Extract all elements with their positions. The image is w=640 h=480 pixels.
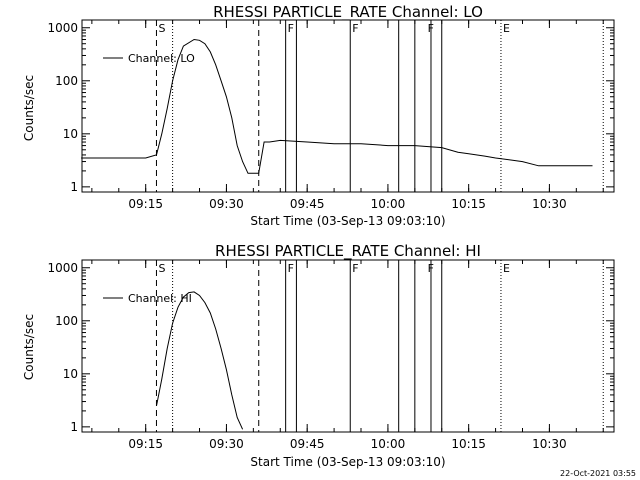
flag-marker-f: F: [428, 262, 434, 275]
legend-label: Channel: HI: [128, 292, 192, 305]
y-tick-label: 1: [70, 420, 78, 434]
chart-hi-channel: RHESSI PARTICLE_RATE Channel: HI Counts/…: [22, 242, 615, 469]
x-tick-label: 10:15: [451, 197, 486, 211]
y-tick-label: 1000: [47, 21, 78, 35]
y-axis-label: Counts/sec: [22, 75, 36, 141]
x-tick-label: 10:00: [371, 197, 406, 211]
x-tick-label: 10:15: [451, 437, 486, 451]
x-tick-label: 09:15: [128, 437, 163, 451]
plot-frame: [81, 19, 615, 193]
legend: Channel: LO: [103, 52, 195, 65]
legend: Channel: HI: [103, 292, 192, 305]
chart-lo-channel: RHESSI PARTICLE_RATE Channel: LO Counts/…: [22, 3, 615, 228]
series-line: [156, 291, 244, 430]
x-axis-label: Start Time (03-Sep-13 09:03:10): [250, 214, 445, 228]
y-tick-label: 100: [55, 74, 78, 88]
timestamp: 22-Oct-2021 03:55: [560, 469, 636, 478]
flag-marker-f: F: [428, 22, 434, 35]
x-tick-label: 10:00: [371, 437, 406, 451]
x-tick-label: 09:15: [128, 197, 163, 211]
x-tick-label: 09:45: [290, 437, 325, 451]
x-tick-label: 10:30: [532, 197, 567, 211]
x-tick-label: 09:30: [209, 437, 244, 451]
x-axis-label: Start Time (03-Sep-13 09:03:10): [250, 455, 445, 469]
flag-marker-f: F: [352, 262, 358, 275]
flag-marker-f: F: [288, 262, 294, 275]
x-tick-label: 09:30: [209, 197, 244, 211]
y-axis-label: Counts/sec: [22, 314, 36, 380]
flag-marker-f: F: [352, 22, 358, 35]
y-tick-label: 10: [63, 127, 78, 141]
chart-title: RHESSI PARTICLE_RATE Channel: HI: [215, 242, 481, 261]
flag-marker-e: E: [503, 262, 510, 275]
legend-label: Channel: LO: [128, 52, 195, 65]
y-tick-label: 1000: [47, 261, 78, 275]
flag-marker-f: F: [288, 22, 294, 35]
plot-frame: [81, 259, 615, 433]
flag-marker-e: E: [503, 22, 510, 35]
chart-title: RHESSI PARTICLE_RATE Channel: LO: [213, 3, 483, 22]
x-tick-label: 09:45: [290, 197, 325, 211]
flag-marker-s: S: [158, 262, 165, 275]
y-tick-label: 1: [70, 180, 78, 194]
x-tick-label: 10:30: [532, 437, 567, 451]
y-tick-label: 100: [55, 314, 78, 328]
flag-marker-s: S: [158, 22, 165, 35]
y-tick-label: 10: [63, 367, 78, 381]
series-line: [81, 38, 593, 174]
